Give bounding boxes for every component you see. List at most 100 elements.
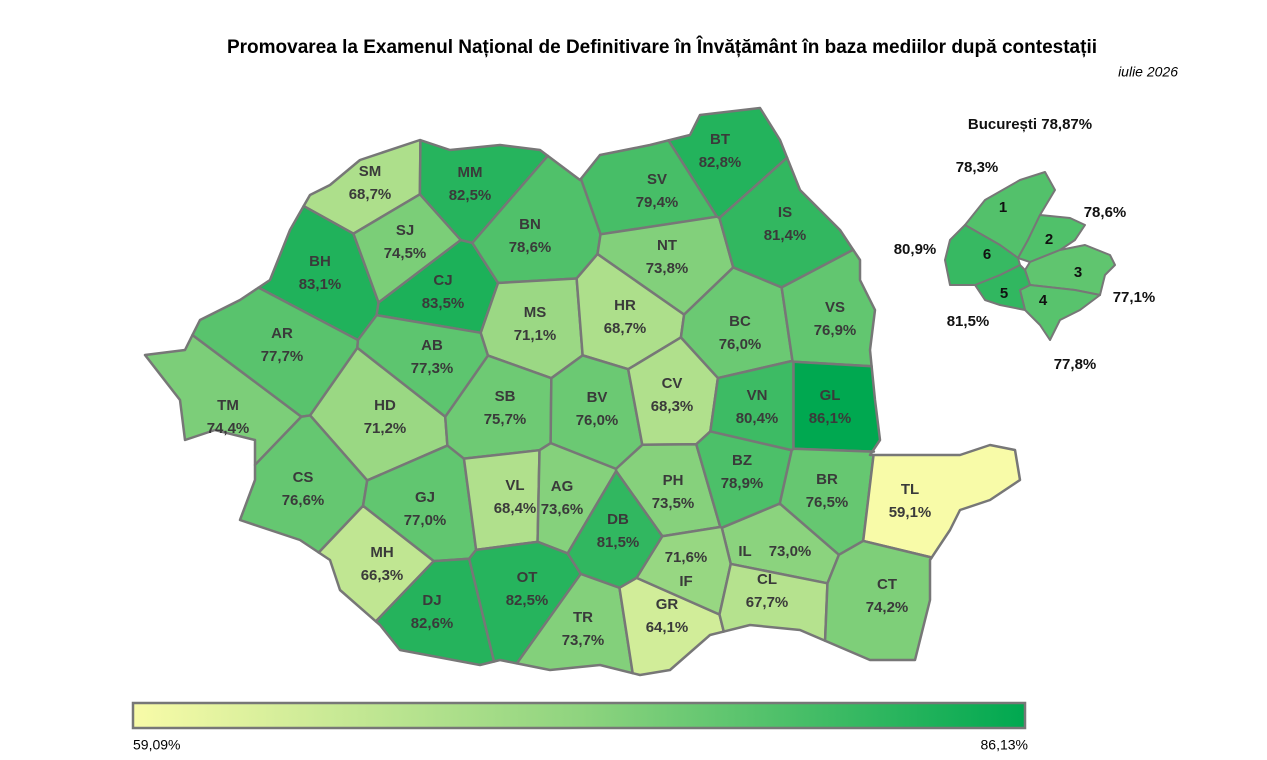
- county-value: 80,4%: [736, 410, 779, 427]
- county-value: 73,0%: [769, 543, 812, 560]
- county-code: BV: [587, 389, 608, 406]
- sector-label: 3: [1074, 264, 1082, 281]
- county-code: MM: [458, 164, 483, 181]
- legend-max: 86,13%: [981, 737, 1028, 753]
- county: [780, 248, 877, 368]
- county-value: 68,7%: [349, 186, 392, 203]
- county-value: 74,4%: [207, 420, 250, 437]
- county-value: 77,3%: [411, 360, 454, 377]
- county-value: 75,7%: [484, 411, 527, 428]
- county-code: DJ: [422, 592, 441, 609]
- sector-value: 77,1%: [1113, 289, 1156, 306]
- bucharest-title: București 78,87%: [968, 116, 1092, 133]
- county: [374, 557, 496, 667]
- county-code: IF: [679, 573, 692, 590]
- sector-value: 81,5%: [947, 313, 990, 330]
- county-code: PH: [663, 472, 684, 489]
- county-value: 74,2%: [866, 599, 909, 616]
- county-value: 68,4%: [494, 500, 537, 517]
- bucharest-sectors: [944, 171, 1116, 341]
- county-value: 66,3%: [361, 567, 404, 584]
- title: Promovarea la Examenul Național de Defin…: [227, 36, 1097, 58]
- sector-value: 78,6%: [1084, 204, 1127, 221]
- county-value: 67,7%: [746, 594, 789, 611]
- county-value: 64,1%: [646, 619, 689, 636]
- labels: SM 68,7% MM 82,5% BT 82,8% SV 79,4% BH 83,1% SJ 74,…: [207, 131, 1156, 649]
- county-value: 76,9%: [814, 322, 857, 339]
- county: [792, 360, 882, 453]
- county-code: BC: [729, 313, 751, 330]
- county-value: 82,8%: [699, 154, 742, 171]
- county-value: 77,7%: [261, 348, 304, 365]
- county-code: SV: [647, 171, 667, 188]
- county-value: 59,1%: [889, 504, 932, 521]
- counties: [143, 106, 1022, 677]
- sector-label: 1: [999, 199, 1007, 216]
- county-code: DB: [607, 511, 629, 528]
- county-code: SJ: [396, 222, 414, 239]
- county-code: GR: [656, 596, 679, 613]
- county-code: BH: [309, 253, 331, 270]
- county-value: 71,1%: [514, 327, 557, 344]
- county-code: MS: [524, 304, 547, 321]
- county-code: AR: [271, 325, 293, 342]
- county-value: 79,4%: [636, 194, 679, 211]
- sector-value: 78,3%: [956, 159, 999, 176]
- county-value: 77,0%: [404, 512, 447, 529]
- county-value: 68,7%: [604, 320, 647, 337]
- county-value: 82,6%: [411, 615, 454, 632]
- county-code: GJ: [415, 489, 435, 506]
- sector-label: 5: [1000, 285, 1008, 302]
- county: [823, 539, 933, 662]
- county-value: 82,5%: [449, 187, 492, 204]
- county-code: AB: [421, 337, 443, 354]
- sector-value: 77,8%: [1054, 356, 1097, 373]
- legend-min: 59,09%: [133, 737, 180, 753]
- county-code: IS: [778, 204, 792, 221]
- county-value: 71,6%: [665, 549, 708, 566]
- sector-label: 2: [1045, 231, 1053, 248]
- sector-value: 80,9%: [894, 241, 937, 258]
- county-value: 73,7%: [562, 632, 605, 649]
- county-value: 81,5%: [597, 534, 640, 551]
- county-code: NT: [657, 237, 677, 254]
- sector: [944, 224, 1021, 286]
- subtitle: iulie 2026: [1118, 64, 1178, 80]
- county-value: 71,2%: [364, 420, 407, 437]
- county-value: 82,5%: [506, 592, 549, 609]
- county-code: GL: [820, 387, 841, 404]
- county-code: CL: [757, 571, 777, 588]
- county-code: VN: [747, 387, 768, 404]
- county-value: 81,4%: [764, 227, 807, 244]
- county-value: 76,6%: [282, 492, 325, 509]
- county-code: TL: [901, 481, 919, 498]
- county-code: CJ: [433, 272, 452, 289]
- county: [718, 562, 829, 642]
- county-code: IL: [738, 543, 751, 560]
- county-value: 73,5%: [652, 495, 695, 512]
- county-value: 73,6%: [541, 501, 584, 518]
- county-code: HR: [614, 297, 636, 314]
- county-code: VL: [505, 477, 524, 494]
- county-code: MH: [370, 544, 393, 561]
- county-value: 68,3%: [651, 398, 694, 415]
- legend-bar: [131, 701, 1027, 730]
- sector-label: 4: [1039, 292, 1048, 309]
- county-code: TM: [217, 397, 239, 414]
- county-value: 78,9%: [721, 475, 764, 492]
- county-code: BT: [710, 131, 730, 148]
- county-code: BZ: [732, 452, 752, 469]
- county-code: CV: [662, 375, 683, 392]
- county-code: OT: [517, 569, 538, 586]
- county-code: VS: [825, 299, 845, 316]
- county-code: HD: [374, 397, 396, 414]
- sector: [1019, 284, 1101, 341]
- county-code: TR: [573, 609, 593, 626]
- county-code: BN: [519, 216, 541, 233]
- sector: [1017, 214, 1086, 263]
- county-value: 76,0%: [719, 336, 762, 353]
- county-value: 76,0%: [576, 412, 619, 429]
- county-code: SB: [495, 388, 516, 405]
- county-value: 78,6%: [509, 239, 552, 256]
